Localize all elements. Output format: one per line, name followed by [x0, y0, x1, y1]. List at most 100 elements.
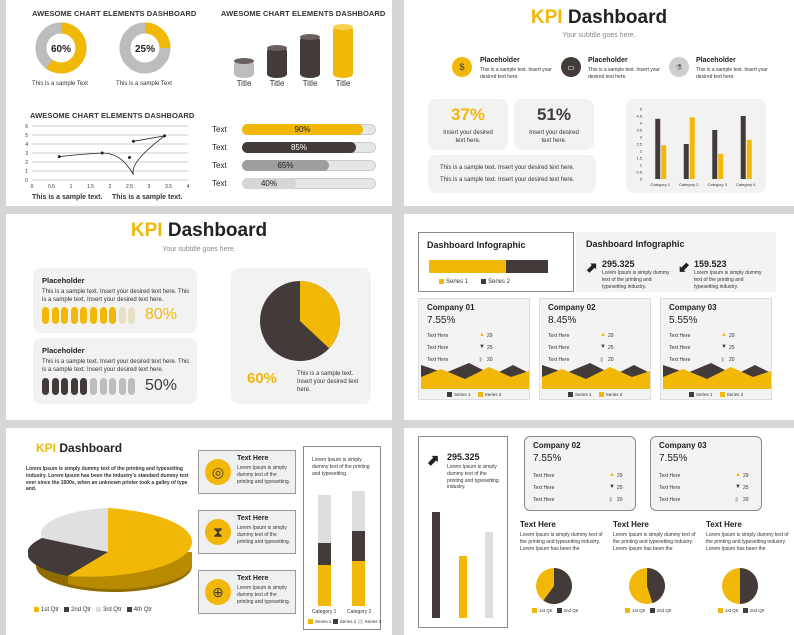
col-legend-2: 2nd Qtr — [749, 608, 765, 613]
legend-series-2-label: Series 2 — [488, 279, 511, 285]
company6-1-row-label-1: Text Here — [533, 473, 555, 479]
subtitle-2: Your subtitle goes here. — [162, 246, 236, 253]
donut-section-title: AWESOME CHART ELEMENTS DASHBOARD — [32, 9, 197, 18]
progress-pct-2: 85% — [290, 143, 307, 152]
y-tick-label: 0 — [25, 178, 28, 184]
company-1-row-label-3: Text Here — [427, 357, 449, 363]
y-tick-label: 5 — [640, 107, 643, 112]
company-2-row-label-1: Text Here — [548, 333, 570, 339]
donut-60-label: 60% — [51, 44, 71, 55]
area-legend-2: Series 1 Series 2 — [568, 392, 623, 398]
x-tick-label: 3.5 — [165, 184, 172, 190]
company-cards-2: Company 02 7.55% Text Here ▲ 29 Text Here ▼ 25 T… — [524, 436, 784, 512]
legend-series-2: Series 2 — [481, 278, 510, 286]
pill-6 — [90, 378, 97, 395]
row-arrow-icon: ▲ — [479, 332, 485, 338]
bar-4-s2 — [746, 139, 752, 179]
col-legend-1: 1st Qtr 2nd Qtr — [532, 608, 579, 614]
bar-1-s2 — [661, 145, 667, 179]
pill-6 — [90, 307, 97, 324]
y-tick-label: 0 — [640, 177, 643, 182]
y-tick-label: 5 — [25, 133, 28, 139]
item-box-2: ⧗ Text Here Lorem Ipsum is simply dummy te… — [198, 510, 296, 554]
y-tick-label: 1 — [640, 163, 643, 168]
y-tick-label: 1 — [25, 169, 28, 175]
area-legend-s2: Series 2 — [605, 392, 623, 397]
title-rest-3: Dashboard — [56, 441, 123, 455]
progress-fill-3 — [242, 160, 329, 171]
bar-yellow — [459, 556, 467, 618]
pie-slice-dark — [740, 568, 758, 604]
page-title-3: KPI Dashboard — [36, 441, 122, 455]
cylinder-section-title: AWESOME CHART ELEMENTS DASHBOARD — [221, 9, 386, 18]
company-2-row-val-2: 25 — [608, 345, 614, 351]
y-tick-label: 3 — [640, 135, 643, 140]
text-columns: Text Here Lorem Ipsum is simply dummy tex… — [520, 520, 792, 632]
slide-kpi-1: KPI Dashboard Your subtitle goes here. $… — [404, 0, 794, 206]
company-pct-1: 7.55% — [427, 315, 456, 326]
infographic-title-2: Dashboard Infographic — [586, 239, 685, 249]
bar-chart-card: 0 0.5 1 1.5 2 2.5 3 3.5 4 4.5 5 Category 1 Category … — [626, 99, 766, 193]
donut1-caption: This is a sample Text — [32, 81, 88, 87]
company-2-row-label-3: Text Here — [548, 357, 570, 363]
cylinder-top-2 — [267, 45, 287, 51]
company6-name-1: Company 02 — [533, 441, 581, 450]
stacked-chart-box: Lorem Ipsum is simply dummy text of the … — [303, 446, 381, 630]
stack-cat-1: Category 1 — [312, 609, 337, 615]
pill-4 — [70, 307, 78, 324]
pill-10 — [128, 378, 136, 395]
row-arrow-icon: ▼ — [609, 484, 615, 490]
col-legend-3: 1st Qtr 2nd Qtr — [718, 608, 765, 614]
company6-2-row-val-2: 25 — [743, 485, 749, 491]
company-3-row-label-1: Text Here — [669, 333, 691, 339]
col-text-1: Lorem Ipsum is simply dummy text of the … — [520, 532, 603, 552]
item-text-3: Lorem Ipsum is simply dummy text of the … — [237, 585, 291, 605]
company6-name-2: Company 03 — [659, 441, 707, 450]
stacked-side-text: Lorem Ipsum is simply dummy text of the … — [312, 457, 370, 477]
company6-2-row-label-1: Text Here — [659, 473, 681, 479]
col-legend-1: 1st Qtr — [725, 608, 739, 613]
cylinder-label-1: Title — [236, 79, 252, 88]
pill-3 — [61, 378, 69, 395]
row-arrow-icon: ▼ — [479, 344, 485, 350]
kpi-card-1: 37% Insert your desired text here. — [428, 99, 508, 150]
pill-5 — [80, 378, 88, 395]
area-chart-2 — [542, 363, 650, 389]
line-section-title: AWESOME CHART ELEMENTS DASHBOARD — [30, 111, 195, 120]
block-1-pct: 80% — [145, 306, 178, 323]
bar-2-s1 — [683, 144, 689, 179]
series1-segment — [429, 260, 506, 273]
area-series-2 — [663, 367, 771, 389]
kpi-1-value: 37% — [450, 105, 486, 124]
title-rest: Dashboard — [562, 7, 668, 28]
stack-1-s3 — [318, 495, 331, 543]
y-tick-label: 2 — [25, 160, 28, 166]
col-title-3: Text Here — [706, 520, 742, 529]
y-tick-label: 3 — [25, 151, 28, 157]
intro-text: Lorem Ipsum is simply dummy text of the … — [26, 466, 189, 493]
company-3-row-val-1: 29 — [729, 333, 735, 339]
stack-2-s2 — [352, 531, 365, 561]
block-2-text: This is a sample text. Insert your desir… — [42, 359, 190, 374]
pie-legend-1: 1st Qtr — [41, 607, 60, 613]
row-arrow-icon: ▲ — [735, 472, 741, 478]
data-point-3 — [128, 156, 131, 159]
row-arrow-icon: ▮ — [735, 497, 739, 503]
title-rest-2: Dashboard — [162, 220, 268, 241]
company-name-1: Company 01 — [427, 303, 475, 312]
data-point-1 — [57, 155, 61, 159]
col-text-3: Lorem Ipsum is simply dummy text of the … — [706, 532, 789, 552]
company-1-row-val-3: 20 — [487, 357, 493, 363]
title-kpi-3: KPI — [36, 441, 57, 455]
note-line-2: This is a sample text. Insert your desir… — [440, 177, 575, 183]
donut2-caption: This is a sample Text — [116, 81, 172, 87]
area-series-2 — [421, 367, 529, 389]
pie-slice-dark — [543, 568, 572, 604]
bar-1-s1 — [655, 118, 661, 179]
text-items: ◎ Text Here Lorem Ipsum is simply dummy te… — [198, 450, 298, 630]
area-chart-1 — [421, 363, 529, 389]
company-name-2: Company 02 — [548, 303, 596, 312]
infographic-box-2: Dashboard Infographic ⬈ 295.325 Lorem Ip… — [576, 232, 776, 292]
col-title-2: Text Here — [613, 520, 649, 529]
target-icon: ◎ — [205, 459, 231, 485]
